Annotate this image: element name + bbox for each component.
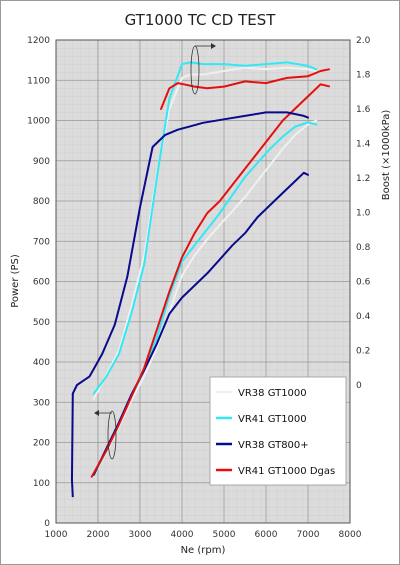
y2-tick-label: 0.6 bbox=[356, 278, 371, 288]
y2-tick-label: 1.6 bbox=[356, 105, 371, 115]
x-tick-label: 3000 bbox=[129, 530, 152, 540]
legend: VR38 GT1000 VR41 GT1000 VR38 GT800+ VR41 GT… bbox=[209, 376, 347, 486]
y-tick-label: 600 bbox=[33, 278, 50, 288]
y-tick-label: 400 bbox=[33, 358, 50, 368]
series-line-boost-vr41-gt1000 bbox=[92, 61, 318, 395]
y2-tick-label: 1.0 bbox=[356, 209, 371, 219]
series-line-power-vr38-gt1000 bbox=[92, 119, 318, 476]
y2-axis-title: Boost (×1000kPa) bbox=[381, 110, 392, 201]
x-tick-label: 6000 bbox=[255, 530, 278, 540]
y2-tick-label: 0.8 bbox=[356, 243, 371, 253]
power-arrow-head bbox=[94, 410, 99, 416]
series-line-boost-vr38-gt800- bbox=[71, 111, 309, 395]
plot-border bbox=[55, 39, 351, 524]
y2-tick-label: 1.4 bbox=[356, 140, 371, 150]
x-tick-label: 2000 bbox=[87, 530, 110, 540]
boost-arrow-head bbox=[211, 43, 216, 49]
series-line-boost-vr38-gt800-spike bbox=[70, 393, 74, 498]
legend-box bbox=[209, 376, 347, 486]
x-tick-label: 4000 bbox=[171, 530, 194, 540]
y-tick-label: 300 bbox=[33, 398, 50, 408]
annotations bbox=[94, 43, 216, 460]
y-axis-title: Power (PS) bbox=[10, 254, 21, 308]
y-tick-label: 700 bbox=[33, 237, 50, 247]
y2-tick-label: 2.0 bbox=[356, 36, 371, 46]
series-line-boost-vr41-gt1000-dgas bbox=[160, 68, 330, 110]
y-tick-label: 1200 bbox=[27, 36, 50, 46]
y-tick-label: 500 bbox=[33, 318, 50, 328]
y-tick-label: 900 bbox=[33, 157, 50, 167]
y2-axis-ticks: 0 0.2 0.4 0.6 0.8 1.0 1.2 1.4 1.6 1.8 2.0 bbox=[356, 36, 371, 391]
power-curve-marker bbox=[107, 410, 117, 460]
chart-title: GT1000 TC CD TEST bbox=[125, 11, 277, 29]
legend-label: VR41 GT1000 bbox=[238, 414, 307, 425]
legend-label: VR38 GT800+ bbox=[238, 440, 309, 451]
y2-tick-label: 0 bbox=[356, 381, 362, 391]
series-line-boost-vr38-gt1000 bbox=[92, 66, 318, 400]
series-line-power-vr41-gt1000-dgas bbox=[90, 83, 330, 478]
y2-tick-label: 0.2 bbox=[356, 347, 370, 357]
y-tick-label: 800 bbox=[33, 197, 50, 207]
legend-label: VR41 GT1000 Dgas bbox=[238, 466, 335, 477]
y-tick-label: 200 bbox=[33, 439, 50, 449]
x-tick-label: 8000 bbox=[339, 530, 362, 540]
x-axis-ticks: 1000 2000 3000 4000 5000 6000 7000 8000 bbox=[45, 530, 362, 540]
y2-tick-label: 1.2 bbox=[356, 174, 370, 184]
y2-tick-label: 1.8 bbox=[356, 71, 371, 81]
x-tick-label: 7000 bbox=[297, 530, 320, 540]
legend-label: VR38 GT1000 bbox=[238, 388, 307, 399]
y-tick-label: 1000 bbox=[27, 117, 50, 127]
x-tick-label: 1000 bbox=[45, 530, 68, 540]
y-axis-ticks: 0 100 200 300 400 500 600 700 800 900 1000 1100 1200 bbox=[27, 36, 50, 529]
x-axis-title: Ne (rpm) bbox=[181, 545, 226, 556]
y-tick-label: 0 bbox=[44, 519, 50, 529]
y-tick-label: 1100 bbox=[27, 76, 50, 86]
y-tick-label: 100 bbox=[33, 479, 50, 489]
y2-tick-label: 0.4 bbox=[356, 312, 371, 322]
series-layer bbox=[70, 61, 330, 498]
x-tick-label: 5000 bbox=[213, 530, 236, 540]
